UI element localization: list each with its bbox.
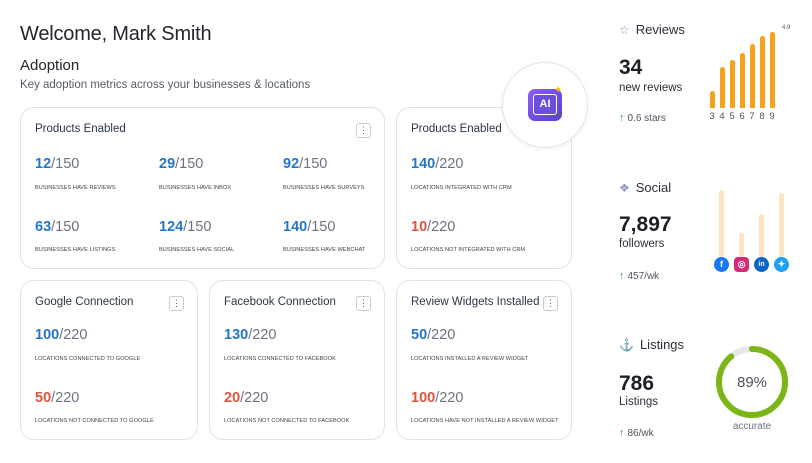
metric-listings: 63/150 xyxy=(35,219,80,235)
metric-label: Businesses have social xyxy=(159,247,235,253)
listings-count: 786 xyxy=(619,372,655,395)
review-bar xyxy=(740,53,745,108)
metric-widget-not-installed: 100/220 xyxy=(411,390,464,406)
metric-social: 124/150 xyxy=(159,219,212,235)
social-bar xyxy=(759,214,764,257)
ai-badge-label: AI xyxy=(533,94,557,115)
metric-label: Businesses have inbox xyxy=(159,185,232,191)
metric-label: Businesses have listings xyxy=(35,247,116,253)
accuracy-gauge xyxy=(716,346,788,418)
sparkle-icon: ✦ xyxy=(554,85,563,96)
reviews-header: ☆ Reviews xyxy=(619,22,685,37)
metric-surveys: 92/150 xyxy=(283,156,328,172)
arrow-up-icon: ↑ xyxy=(619,112,625,124)
instagram-icon[interactable]: ◎ xyxy=(734,257,749,272)
gauge-caption: accurate xyxy=(732,421,772,432)
chart-top-value: 4.9 xyxy=(782,25,791,31)
review-bar xyxy=(720,67,725,108)
twitter-icon[interactable]: ✦ xyxy=(774,257,789,272)
metric-label: Locations connected to Facebook xyxy=(224,356,336,362)
social-bar xyxy=(739,233,744,257)
ai-assistant-button[interactable]: AI ✦ xyxy=(502,62,588,148)
star-icon: ☆ xyxy=(619,23,630,37)
metric-facebook-connected: 130/220 xyxy=(224,327,277,343)
gauge-value: 89% xyxy=(736,374,768,391)
adoption-subtitle: Key adoption metrics across your busines… xyxy=(20,79,311,91)
card-menu-button[interactable]: ⋮ xyxy=(169,296,184,311)
metric-webchat: 140/150 xyxy=(283,219,336,235)
review-bar xyxy=(710,91,715,108)
social-count: 7,897 xyxy=(619,213,672,236)
social-bar xyxy=(779,193,784,257)
review-bar xyxy=(730,60,735,108)
review-bar-label: 6 xyxy=(739,111,745,122)
linkedin-icon[interactable]: in xyxy=(754,257,769,272)
metric-label: Businesses have surveys xyxy=(283,185,365,191)
metric-label: Locations installed a review widget xyxy=(411,356,529,362)
card-title: Products Enabled xyxy=(35,123,126,135)
listings-delta: ↑ 86/wk xyxy=(619,427,654,439)
metric-crm-integrated: 140/220 xyxy=(411,156,464,172)
metric-facebook-not-connected: 20/220 xyxy=(224,390,269,406)
anchor-icon: ⚓ xyxy=(619,338,634,352)
metric-crm-not-integrated: 10/220 xyxy=(411,219,456,235)
review-bar-label: 8 xyxy=(759,111,765,122)
card-title: Google Connection xyxy=(35,296,134,308)
arrow-up-icon: ↑ xyxy=(619,270,625,282)
gauge-arc xyxy=(716,346,788,418)
metric-inbox: 29/150 xyxy=(159,156,204,172)
card-menu-button[interactable]: ⋮ xyxy=(356,296,371,311)
review-widgets-card: Review Widgets Installed ⋮ 50/220 Locati… xyxy=(396,280,572,440)
review-bar-label: 9 xyxy=(769,111,775,122)
review-bar-label: 3 xyxy=(709,111,715,122)
products-enabled-card: Products Enabled ⋮ 12/150 Businesses hav… xyxy=(20,107,385,269)
metric-label: Locations not integrated with CRM xyxy=(411,247,526,253)
card-title: Review Widgets Installed xyxy=(411,296,540,308)
google-connection-card: Google Connection ⋮ 100/220 Locations co… xyxy=(20,280,198,440)
metric-label: Businesses have reviews xyxy=(35,185,116,191)
listings-header: ⚓ Listings xyxy=(619,337,685,352)
social-count-label: followers xyxy=(619,238,665,250)
card-menu-button[interactable]: ⋮ xyxy=(543,296,558,311)
review-bar-label: 7 xyxy=(749,111,755,122)
ai-icon: AI ✦ xyxy=(528,85,562,121)
review-bar-label: 5 xyxy=(729,111,735,122)
reviews-count: 34 xyxy=(619,56,643,79)
metric-google-connected: 100/220 xyxy=(35,327,88,343)
metric-label: Locations connected to Google xyxy=(35,356,141,362)
listings-count-label: Listings xyxy=(619,396,658,408)
facebook-icon[interactable]: f xyxy=(714,257,729,272)
metric-label: Locations not connected to Facebook xyxy=(224,418,350,424)
review-bar xyxy=(750,44,755,108)
card-title: Facebook Connection xyxy=(224,296,336,308)
reviews-delta: ↑ 0.6 stars xyxy=(619,112,666,124)
metric-label: Locations integrated with CRM xyxy=(411,185,512,191)
metric-label: Businesses have webchat xyxy=(283,247,366,253)
metric-widget-installed: 50/220 xyxy=(411,327,456,343)
review-bar xyxy=(770,32,775,108)
welcome-heading: Welcome, Mark Smith xyxy=(20,23,212,45)
review-bar xyxy=(760,36,765,108)
facebook-connection-card: Facebook Connection ⋮ 130/220 Locations … xyxy=(209,280,385,440)
arrow-up-icon: ↑ xyxy=(619,427,625,439)
metric-label: Locations have not installed a review wi… xyxy=(411,418,559,424)
social-delta: ↑ 457/wk xyxy=(619,270,660,282)
adoption-title: Adoption xyxy=(20,57,80,74)
card-title: Products Enabled xyxy=(411,123,502,135)
review-bar-label: 4 xyxy=(719,111,725,122)
social-icon: ❖ xyxy=(619,181,630,195)
metric-label: Locations not connected to Google xyxy=(35,418,154,424)
social-header: ❖ Social xyxy=(619,180,672,195)
card-menu-button[interactable]: ⋮ xyxy=(356,123,371,138)
metric-reviews: 12/150 xyxy=(35,156,80,172)
metric-google-not-connected: 50/220 xyxy=(35,390,80,406)
reviews-count-label: new reviews xyxy=(619,82,683,94)
social-bar xyxy=(719,190,724,257)
